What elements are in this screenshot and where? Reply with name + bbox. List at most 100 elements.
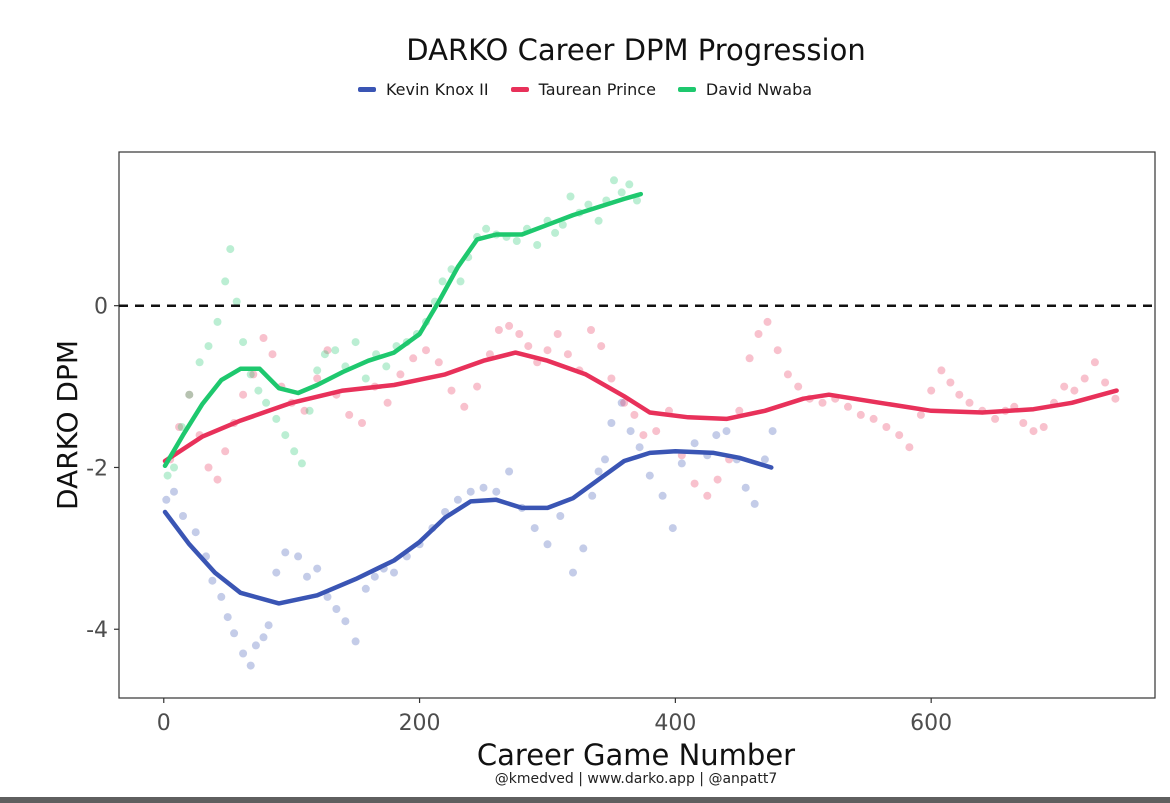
data-point-taurean-prince: [587, 326, 595, 334]
data-point-kevin-knox-ii: [690, 439, 699, 448]
data-point-taurean-prince: [543, 346, 552, 355]
data-point-taurean-prince: [204, 463, 213, 472]
data-point-kevin-knox-ii: [264, 621, 273, 630]
trend-line-kevin-knox-ii: [162, 449, 774, 606]
data-point-david-nwaba: [262, 398, 271, 407]
data-point-taurean-prince: [422, 346, 430, 355]
data-point-david-nwaba: [170, 463, 178, 472]
data-point-david-nwaba: [633, 196, 641, 205]
data-point-david-nwaba: [551, 228, 560, 237]
data-point-kevin-knox-ii: [370, 572, 379, 581]
data-point-kevin-knox-ii: [313, 564, 322, 573]
data-point-taurean-prince: [1039, 423, 1048, 431]
data-point-kevin-knox-ii: [466, 487, 475, 496]
data-point-taurean-prince: [869, 414, 878, 423]
data-point-david-nwaba: [351, 338, 360, 347]
data-point-kevin-knox-ii: [722, 427, 731, 436]
data-point-david-nwaba: [177, 423, 186, 431]
data-point-kevin-knox-ii: [645, 471, 654, 480]
data-point-david-nwaba: [533, 241, 542, 249]
data-point-kevin-knox-ii: [658, 491, 667, 500]
data-point-taurean-prince: [916, 410, 925, 419]
data-point-david-nwaba: [213, 317, 222, 326]
data-point-taurean-prince: [383, 398, 392, 407]
data-point-kevin-knox-ii: [341, 617, 350, 626]
data-point-taurean-prince: [1101, 378, 1110, 387]
data-point-david-nwaba: [625, 180, 634, 189]
data-point-taurean-prince: [345, 410, 354, 419]
x-tick-label: 0: [157, 711, 171, 736]
data-point-kevin-knox-ii: [588, 491, 597, 500]
legend-item-kevin-knox: Kevin Knox II: [357, 80, 489, 99]
data-point-taurean-prince: [856, 410, 865, 419]
y-tick-label: -2: [86, 456, 108, 481]
data-point-taurean-prince: [895, 431, 904, 440]
data-point-david-nwaba: [305, 406, 314, 415]
data-point-david-nwaba: [185, 390, 194, 399]
data-point-taurean-prince: [763, 317, 772, 326]
data-point-taurean-prince: [713, 475, 722, 484]
data-point-david-nwaba: [281, 431, 290, 440]
data-point-taurean-prince: [221, 447, 230, 456]
data-point-taurean-prince: [882, 423, 891, 431]
legend-swatch-david-nwaba: [677, 87, 696, 92]
data-point-taurean-prince: [1080, 374, 1089, 383]
data-point-david-nwaba: [254, 386, 263, 395]
data-point-kevin-knox-ii: [579, 544, 588, 553]
data-point-taurean-prince: [1070, 386, 1079, 395]
data-point-kevin-knox-ii: [251, 641, 260, 650]
data-point-kevin-knox-ii: [505, 467, 514, 476]
data-point-taurean-prince: [965, 398, 974, 407]
data-point-taurean-prince: [1090, 358, 1099, 367]
data-point-kevin-knox-ii: [259, 633, 268, 642]
data-point-david-nwaba: [320, 350, 329, 359]
legend-item-david-nwaba: David Nwaba: [677, 80, 812, 99]
trend-line-david-nwaba: [162, 191, 644, 469]
legend-label-kevin-knox: Kevin Knox II: [385, 80, 489, 99]
data-point-david-nwaba: [221, 277, 230, 286]
data-point-kevin-knox-ii: [246, 661, 255, 670]
axes: 0 200 400 600 -4 -2 0: [86, 295, 952, 736]
data-point-david-nwaba: [438, 277, 447, 286]
x-tick-label: 400: [654, 711, 696, 736]
data-point-taurean-prince: [259, 334, 268, 342]
data-point-david-nwaba: [290, 447, 299, 456]
data-point-taurean-prince: [937, 366, 946, 375]
data-point-taurean-prince: [991, 414, 1000, 423]
data-point-taurean-prince: [607, 374, 616, 383]
data-point-david-nwaba: [239, 338, 248, 347]
chart-legend: Kevin Knox II Taurean Prince David Nwaba: [0, 80, 1170, 99]
data-point-taurean-prince: [358, 419, 366, 427]
data-point-kevin-knox-ii: [677, 459, 686, 468]
data-point-taurean-prince: [783, 370, 792, 379]
data-point-taurean-prince: [946, 378, 955, 387]
data-point-taurean-prince: [494, 326, 503, 334]
data-point-kevin-knox-ii: [239, 649, 248, 658]
data-point-kevin-knox-ii: [217, 592, 226, 601]
data-point-taurean-prince: [597, 342, 606, 351]
data-point-taurean-prince: [268, 350, 277, 359]
data-point-david-nwaba: [361, 374, 370, 383]
data-point-david-nwaba: [482, 224, 491, 233]
data-point-taurean-prince: [905, 443, 914, 452]
data-point-taurean-prince: [1029, 427, 1038, 436]
data-point-david-nwaba: [456, 277, 465, 286]
y-tick-label: 0: [94, 295, 108, 320]
data-point-taurean-prince: [639, 431, 648, 440]
data-point-taurean-prince: [524, 342, 533, 351]
data-point-taurean-prince: [434, 358, 443, 367]
data-point-kevin-knox-ii: [332, 605, 341, 613]
data-point-david-nwaba: [246, 370, 255, 379]
data-point-kevin-knox-ii: [741, 483, 750, 492]
data-point-kevin-knox-ii: [351, 637, 360, 646]
data-point-taurean-prince: [1019, 419, 1028, 427]
data-point-kevin-knox-ii: [361, 584, 370, 593]
data-point-taurean-prince: [409, 354, 418, 363]
data-point-david-nwaba: [232, 297, 241, 306]
data-point-taurean-prince: [213, 475, 222, 484]
trend-line-taurean-prince: [162, 350, 1119, 464]
legend-label-taurean-prince: Taurean Prince: [538, 80, 656, 99]
y-tick-label: -4: [86, 618, 108, 643]
data-point-kevin-knox-ii: [712, 431, 721, 440]
